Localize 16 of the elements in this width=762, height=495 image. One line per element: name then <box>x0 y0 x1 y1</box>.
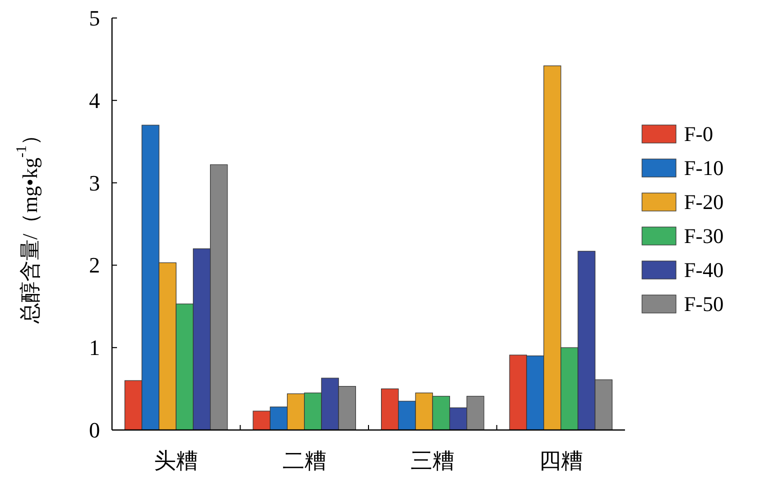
y-tick-label: 2 <box>89 252 100 278</box>
x-tick-label: 二糟 <box>282 448 326 473</box>
legend-label: F-30 <box>684 224 724 248</box>
legend-label: F-0 <box>684 122 714 146</box>
y-tick-label: 5 <box>89 6 100 30</box>
y-tick-label: 3 <box>89 170 100 196</box>
x-tick-label: 三糟 <box>410 448 455 473</box>
y-tick-label: 0 <box>89 418 100 442</box>
y-tick-label: 1 <box>89 335 100 360</box>
legend-label: F-50 <box>684 292 724 316</box>
y-tick-label: 4 <box>89 88 100 113</box>
legend-label: F-20 <box>684 190 724 214</box>
legend-label: F-40 <box>684 258 724 282</box>
legend-label: F-10 <box>684 156 724 180</box>
x-tick-label: 头糟 <box>154 448 198 473</box>
x-tick-label: 四糟 <box>538 448 583 473</box>
